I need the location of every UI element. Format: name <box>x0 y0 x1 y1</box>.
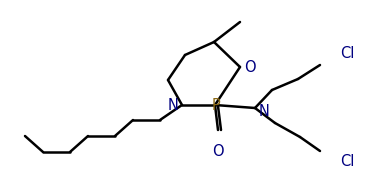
Text: P: P <box>212 98 220 113</box>
Text: N: N <box>168 98 179 113</box>
Text: N: N <box>259 104 269 118</box>
Text: Cl: Cl <box>340 155 354 170</box>
Text: O: O <box>212 144 224 159</box>
Text: Cl: Cl <box>340 45 354 61</box>
Text: O: O <box>244 59 256 75</box>
